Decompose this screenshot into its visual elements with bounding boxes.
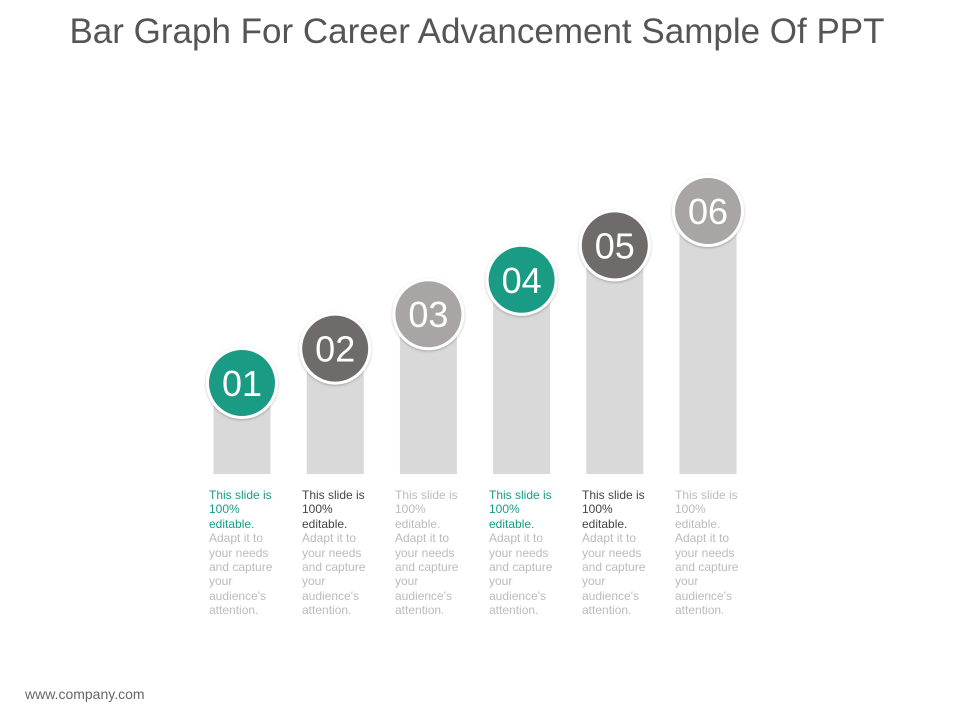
bar-05	[586, 245, 644, 474]
caption-01: This slide is 100% editable. Adapt it to …	[209, 488, 281, 618]
badge-label: 06	[688, 191, 728, 232]
caption-lead: This slide is 100% editable.	[209, 488, 272, 531]
footer-url: www.company.com	[25, 686, 145, 702]
badge-circle	[675, 178, 741, 244]
caption-body: Adapt it to your needs and capture your …	[675, 531, 739, 618]
caption-lead: This slide is 100% editable.	[675, 488, 738, 531]
caption-03: This slide is 100% editable. Adapt it to …	[395, 488, 467, 618]
badge-label: 01	[222, 363, 262, 404]
badge-circle	[302, 315, 369, 382]
badge-label: 03	[408, 294, 448, 335]
badge-02: 02	[299, 312, 372, 385]
caption-body: Adapt it to your needs and capture your …	[302, 531, 366, 618]
caption-06: This slide is 100% editable. Adapt it to …	[675, 488, 747, 618]
caption-body: Adapt it to your needs and capture your …	[489, 531, 553, 618]
badge-circle	[581, 212, 648, 279]
badge-circle	[488, 246, 555, 313]
bars-group	[213, 211, 737, 474]
badge-label: 02	[315, 329, 355, 370]
caption-02: This slide is 100% editable. Adapt it to …	[302, 488, 374, 618]
caption-lead: This slide is 100% editable.	[489, 488, 552, 531]
badge-03: 03	[392, 278, 465, 351]
caption-lead: This slide is 100% editable.	[302, 488, 365, 531]
caption-body: Adapt it to your needs and capture your …	[209, 531, 273, 618]
caption-body: Adapt it to your needs and capture your …	[395, 531, 459, 618]
caption-05: This slide is 100% editable. Adapt it to …	[582, 488, 654, 618]
caption-lead: This slide is 100% editable.	[582, 488, 645, 531]
caption-body: Adapt it to your needs and capture your …	[582, 531, 646, 618]
badges-group: 01 02 03 04 05 06	[206, 175, 744, 419]
badge-04: 04	[485, 243, 558, 316]
badge-05: 05	[578, 209, 651, 282]
badge-label: 04	[502, 260, 542, 301]
slide-title: Bar Graph For Career Advancement Sample …	[69, 12, 885, 51]
badge-circle	[209, 350, 275, 416]
badge-06: 06	[672, 175, 744, 247]
badge-label: 05	[595, 225, 635, 266]
bar-06	[679, 211, 737, 474]
badge-circle	[395, 281, 462, 348]
caption-lead: This slide is 100% editable.	[395, 488, 458, 531]
caption-04: This slide is 100% editable. Adapt it to …	[489, 488, 561, 618]
badge-01: 01	[206, 347, 278, 419]
